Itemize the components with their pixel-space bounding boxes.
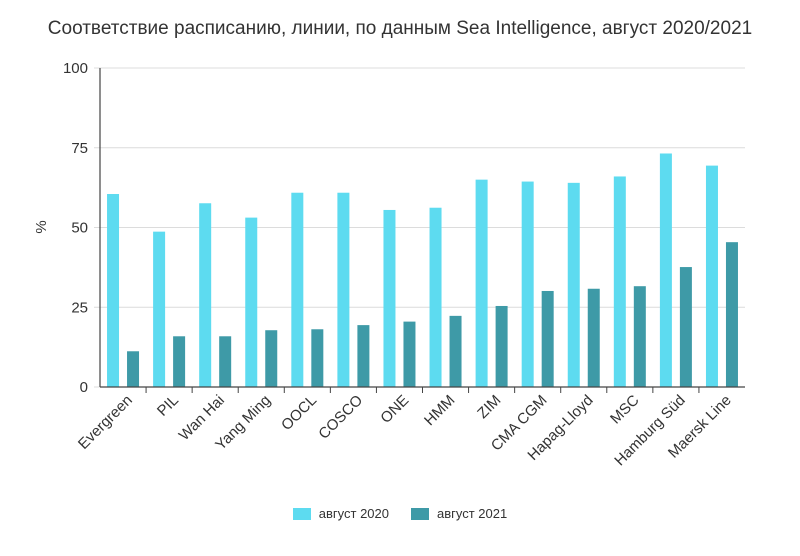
y-tick-label: 100 [63,60,88,77]
bar-2021-yang-ming[interactable] [265,330,278,387]
bar-2021-maersk-line[interactable] [725,242,738,387]
bar-2020-one[interactable] [383,209,396,387]
y-axis-label: % [33,220,50,233]
y-tick-label: 50 [71,220,88,237]
bar-2021-zim[interactable] [495,305,508,387]
bar-2020-yang-ming[interactable] [245,217,258,387]
bar-2021-pil[interactable] [173,336,186,387]
chart-title: Соответствие расписанию, линии, по данны… [47,18,753,39]
x-tick-label: ZIM [474,392,504,422]
bar-2021-evergreen[interactable] [127,351,140,387]
bar-2020-pil[interactable] [153,231,166,387]
legend-item-2021[interactable]: август 2021 [411,506,507,521]
bar-2021-one[interactable] [403,321,416,387]
bar-2020-oocl[interactable] [291,192,304,387]
bar-2021-cma-cgm[interactable] [541,290,554,387]
x-tick-label: Evergreen [75,392,136,453]
x-tick-label: MSC [607,392,643,428]
x-tick-label: PIL [154,392,182,420]
bar-2020-zim[interactable] [475,179,488,387]
y-tick-label: 75 [71,140,88,157]
x-tick-label: OOCL [278,392,320,434]
grid-layer [94,67,745,388]
legend-label-2021: август 2021 [437,506,508,521]
x-tick-label: ONE [377,392,412,427]
bar-2020-hapag-lloyd[interactable] [567,182,580,387]
y-tick-label: 0 [80,379,88,396]
legend-item-2020[interactable]: август 2020 [292,506,389,521]
bar-2021-hamburg-s-d[interactable] [679,267,692,387]
y-tick-label: 25 [71,299,88,316]
bar-2021-oocl[interactable] [311,329,324,387]
legend-swatch-2021 [411,507,429,520]
bar-2021-msc[interactable] [633,286,646,387]
legend-swatch-2020 [292,507,311,520]
bar-2020-evergreen[interactable] [107,194,120,387]
bar-2020-cosco[interactable] [337,192,350,387]
bar-2020-hmm[interactable] [429,207,442,387]
x-tick-label: HMM [421,392,458,429]
bar-2021-hapag-lloyd[interactable] [587,288,600,387]
bars-layer [107,153,738,387]
bar-2020-cma-cgm[interactable] [521,181,534,387]
bar-2021-hmm[interactable] [449,315,462,387]
x-tick-label: COSCO [315,392,366,443]
bar-2020-msc[interactable] [613,176,626,387]
bar-2020-hamburg-s-d[interactable] [659,153,672,387]
bar-2021-cosco[interactable] [357,325,370,387]
bar-2021-wan-hai[interactable] [219,336,232,387]
chart-legend: август 2020 август 2021 [0,506,800,521]
legend-label-2020: август 2020 [318,506,389,521]
bar-2020-maersk-line[interactable] [705,165,718,387]
bar-2020-wan-hai[interactable] [199,203,212,387]
